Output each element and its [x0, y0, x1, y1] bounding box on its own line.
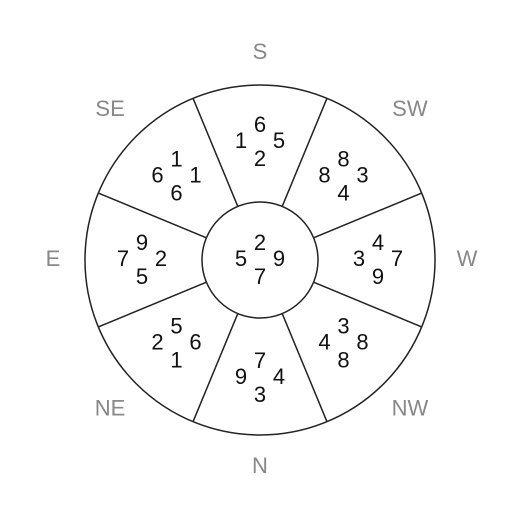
sector-nw-num-right: 8 [356, 329, 368, 354]
sector-e-num-right: 2 [155, 246, 167, 271]
sector-n-num-right: 4 [273, 364, 285, 389]
sector-nw-num-bottom: 8 [337, 347, 349, 372]
sector-nw-num-top: 3 [337, 313, 349, 338]
sector-e-num-bottom: 5 [136, 264, 148, 289]
center-num-right: 9 [273, 246, 285, 271]
sector-s-num-right: 5 [273, 128, 285, 153]
sector-se-num-left: 6 [151, 162, 163, 187]
sector-n-num-bottom: 3 [254, 382, 266, 407]
sector-sw-num-bottom: 4 [337, 180, 349, 205]
sector-nw-num-left: 4 [318, 329, 330, 354]
sector-w-num-bottom: 9 [372, 264, 384, 289]
sector-s-num-top: 6 [254, 112, 266, 137]
sector-e-num-top: 9 [136, 230, 148, 255]
center-num-left: 5 [235, 246, 247, 271]
sector-sw-num-right: 3 [356, 162, 368, 187]
direction-label-w: W [457, 246, 478, 271]
sector-ne-num-left: 2 [151, 329, 163, 354]
sector-e-num-left: 7 [117, 246, 129, 271]
sector-n-num-left: 9 [235, 364, 247, 389]
center-num-top: 2 [254, 230, 266, 255]
sector-s-num-bottom: 2 [254, 146, 266, 171]
sector-ne-num-top: 5 [170, 313, 182, 338]
sector-se-num-bottom: 6 [170, 180, 182, 205]
direction-label-s: S [253, 39, 268, 64]
sector-ne-num-bottom: 1 [170, 347, 182, 372]
flying-star-diagram: SSWWNWNNEESE6152883443793488794352619725… [0, 0, 520, 520]
sector-s-num-left: 1 [235, 128, 247, 153]
inner-circle [202, 202, 318, 318]
sector-sw-num-left: 8 [318, 162, 330, 187]
direction-label-nw: NW [392, 396, 429, 421]
direction-label-e: E [46, 246, 61, 271]
sector-w-num-left: 3 [353, 246, 365, 271]
sector-ne-num-right: 6 [189, 329, 201, 354]
sector-se-num-right: 1 [189, 162, 201, 187]
sector-w-num-top: 4 [372, 230, 384, 255]
direction-label-ne: NE [95, 396, 126, 421]
sector-w-num-right: 7 [391, 246, 403, 271]
sector-sw-num-top: 8 [337, 146, 349, 171]
center-num-bottom: 7 [254, 264, 266, 289]
sector-n-num-top: 7 [254, 348, 266, 373]
direction-label-n: N [252, 453, 268, 478]
direction-label-sw: SW [392, 96, 428, 121]
direction-label-se: SE [95, 96, 124, 121]
sector-se-num-top: 1 [170, 146, 182, 171]
